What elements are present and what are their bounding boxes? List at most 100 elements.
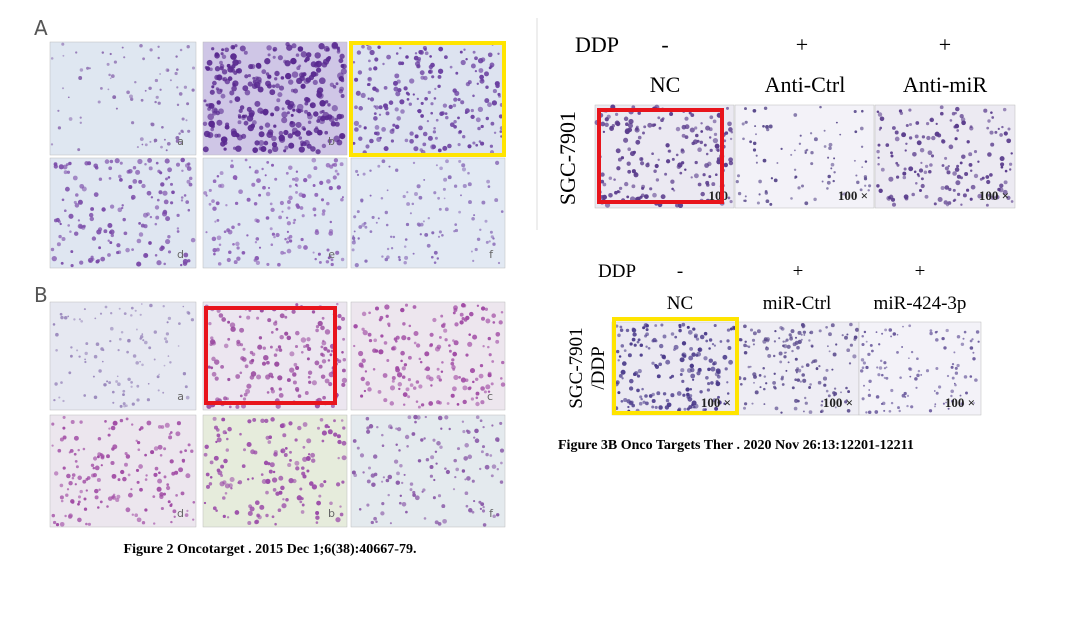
cell: [404, 238, 408, 241]
cell: [62, 399, 65, 403]
cell: [602, 130, 606, 134]
cell: [652, 192, 657, 198]
cell: [500, 377, 503, 380]
cell: [689, 346, 694, 351]
cell: [257, 107, 264, 114]
cell: [501, 360, 505, 365]
cell: [290, 103, 296, 109]
cell: [820, 403, 823, 407]
cell: [699, 390, 703, 394]
cell: [729, 200, 733, 204]
cell: [462, 183, 467, 189]
cell: [791, 349, 794, 353]
cell: [877, 112, 883, 117]
cell: [334, 121, 340, 127]
cell: [481, 78, 484, 82]
cell: [704, 408, 707, 411]
cell: [758, 179, 762, 184]
micrograph-background: [49, 41, 197, 156]
cell: [712, 137, 719, 144]
cell: [295, 466, 300, 471]
cell: [230, 164, 234, 169]
cell: [94, 166, 99, 170]
cell: [710, 381, 714, 385]
cell: [62, 466, 66, 470]
cell: [409, 78, 415, 84]
cell: [264, 58, 271, 65]
cell: [416, 184, 421, 189]
cell: [266, 391, 270, 394]
cell: [108, 166, 113, 171]
micrograph-background: [350, 157, 506, 269]
cell: [618, 373, 623, 378]
cell: [341, 377, 348, 384]
cell: [247, 419, 252, 424]
cell: [428, 69, 434, 74]
cell: [226, 437, 229, 441]
cell: [830, 167, 833, 170]
cell: [305, 343, 310, 348]
cell: [467, 182, 472, 187]
cell: [157, 45, 160, 48]
cell: [270, 207, 275, 213]
cell: [283, 129, 289, 136]
cell: [412, 386, 417, 390]
cell: [161, 125, 164, 129]
cell: [380, 197, 384, 200]
cell: [267, 149, 273, 154]
cell: [457, 116, 460, 120]
cell: [358, 350, 364, 357]
cell: [182, 305, 185, 308]
cell: [67, 315, 70, 318]
cell: [96, 229, 102, 235]
cell: [971, 338, 974, 341]
cell: [409, 383, 414, 387]
cell: [271, 477, 278, 483]
cell: [495, 160, 500, 165]
cell: [119, 404, 123, 408]
cell: [149, 215, 153, 219]
cell: [118, 337, 122, 341]
cell: [361, 311, 367, 317]
cell: [271, 515, 275, 519]
cell: [833, 387, 837, 390]
cell: [100, 87, 103, 90]
cell: [324, 100, 329, 104]
cell: [908, 108, 912, 112]
cell: [229, 90, 235, 96]
cell: [451, 358, 455, 362]
cell: [134, 309, 137, 312]
cell: [101, 360, 104, 363]
cell: [888, 176, 894, 182]
cell: [448, 349, 452, 353]
cell: [951, 376, 955, 380]
cell: [962, 193, 967, 198]
cell: [728, 359, 734, 365]
cell: [744, 340, 747, 344]
cell: [371, 482, 376, 487]
cell: [473, 214, 476, 217]
cell: [227, 320, 231, 324]
cell: [190, 318, 195, 322]
cell: [389, 235, 393, 239]
cell: [289, 367, 295, 373]
cell: [961, 154, 966, 159]
cell: [249, 359, 254, 365]
cell: [387, 474, 393, 480]
cell: [462, 135, 466, 139]
cell: [664, 405, 670, 410]
cell: [300, 237, 304, 242]
cell: [867, 410, 872, 415]
cell: [855, 174, 858, 177]
cell: [405, 387, 410, 392]
micrograph: [874, 104, 1016, 209]
cell: [715, 380, 719, 384]
cell: [793, 168, 797, 171]
cell: [277, 262, 281, 267]
cell: [464, 443, 469, 448]
cell: [399, 463, 403, 468]
cell: [120, 330, 124, 334]
cell: [190, 237, 196, 243]
cell: [55, 332, 59, 337]
cell: [489, 144, 494, 148]
